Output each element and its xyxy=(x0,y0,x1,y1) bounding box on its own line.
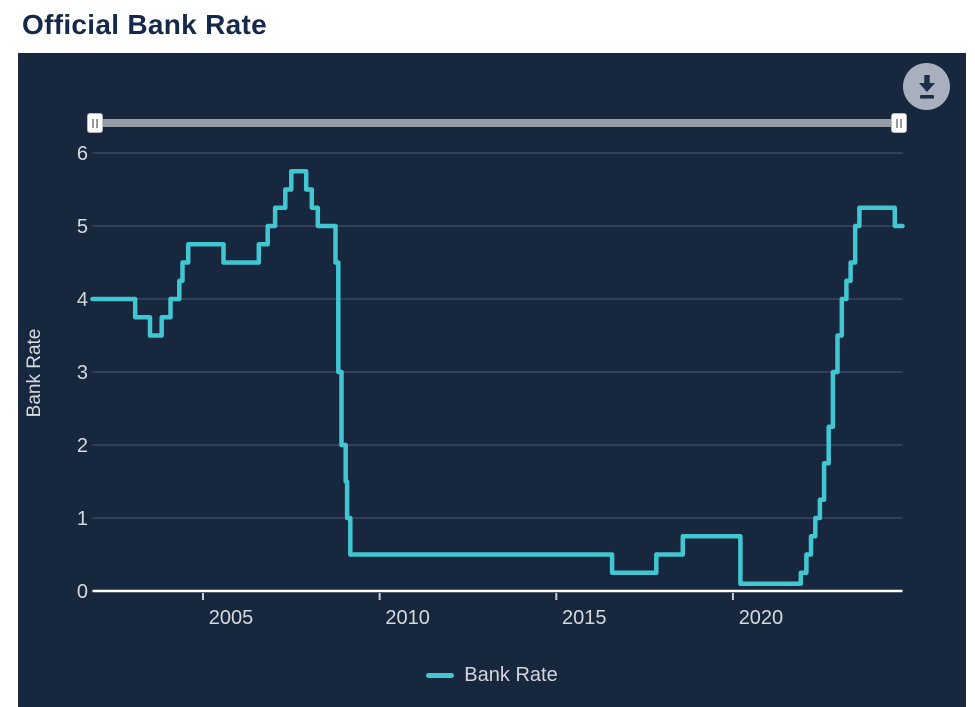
range-slider-track[interactable] xyxy=(92,119,905,127)
x-tick-labels: 2005 2010 2015 2020 xyxy=(202,593,784,629)
svg-text:2010: 2010 xyxy=(385,607,430,629)
legend-item-bank-rate[interactable]: Bank Rate xyxy=(18,659,966,691)
svg-text:1: 1 xyxy=(77,508,88,530)
grip-icon xyxy=(900,118,902,128)
legend-label: Bank Rate xyxy=(464,663,558,686)
svg-text:2: 2 xyxy=(77,435,88,457)
legend-line-swatch xyxy=(426,672,455,678)
y-gridlines xyxy=(92,152,903,519)
svg-text:4: 4 xyxy=(77,289,88,311)
svg-text:2020: 2020 xyxy=(739,607,784,629)
page-title: Official Bank Rate xyxy=(22,9,268,40)
svg-text:2015: 2015 xyxy=(562,607,607,629)
grip-icon xyxy=(96,118,98,128)
y-axis-title: Bank Rate xyxy=(24,329,45,418)
plot-area: 2005 2010 2015 2020 0 1 2 3 4 5 6 Bank Rate xyxy=(24,143,905,629)
bank-rate-series-line[interactable] xyxy=(90,169,905,586)
range-slider-right-handle[interactable] xyxy=(891,113,907,133)
svg-text:2005: 2005 xyxy=(209,607,254,629)
bank-rate-chart: 2005 2010 2015 2020 0 1 2 3 4 5 6 Bank Rate Bank Ra… xyxy=(18,53,966,707)
y-tick-labels: 0 1 2 3 4 5 6 xyxy=(77,143,88,603)
download-button[interactable] xyxy=(903,63,950,110)
svg-text:3: 3 xyxy=(77,362,88,384)
download-icon xyxy=(918,74,935,99)
grip-icon xyxy=(92,118,94,128)
range-slider-left-handle[interactable] xyxy=(87,113,103,133)
grip-icon xyxy=(896,118,898,128)
svg-text:6: 6 xyxy=(77,143,88,165)
svg-text:5: 5 xyxy=(77,216,88,238)
svg-text:0: 0 xyxy=(77,581,88,603)
